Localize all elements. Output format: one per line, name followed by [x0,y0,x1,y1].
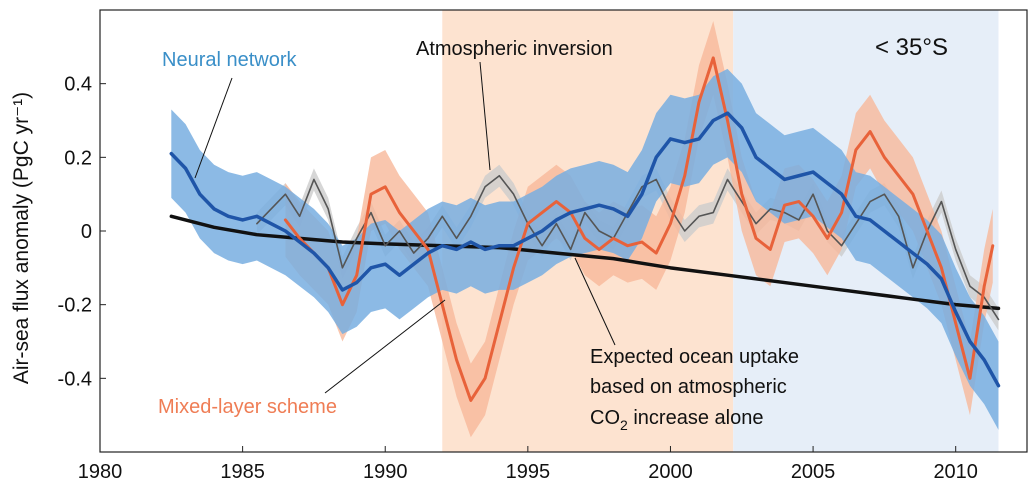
leader-neural-network [194,77,233,179]
x-tick-label: 2005 [791,461,836,483]
y-tick-label: 0.2 [64,147,92,169]
x-tick-label: 1995 [506,461,551,483]
y-tick-label: 0 [81,221,92,243]
series-line-0 [169,111,1001,388]
series-line-2 [256,174,1000,321]
leader-expected-uptake [574,257,616,346]
label-neural-network: Neural network [162,49,298,71]
series-line-3 [169,214,1001,311]
x-tick-label: 1980 [78,461,123,483]
co2-text: CO [590,407,620,429]
x-tick-label: 2000 [648,461,693,483]
annotation-leaders [194,61,616,394]
x-tick-label: 1990 [363,461,408,483]
annotations: Neural network Atmospheric inversion Mix… [158,38,799,433]
leader-atmospheric-inversion [479,61,491,171]
leader-mixed-layer [324,299,446,394]
label-atmospheric-inversion: Atmospheric inversion [416,38,613,60]
series-lines [169,56,1001,402]
label-expected-uptake-line2: based on atmospheric [590,376,787,398]
x-axis: 1980 1985 1990 1995 2000 2005 2010 [78,446,978,483]
band-0 [171,68,999,430]
label-mixed-layer-scheme: Mixed-layer scheme [158,396,337,418]
co2-subscript: 2 [620,417,628,433]
y-tick-label: -0.2 [58,295,92,317]
region-label: < 35°S [875,34,948,61]
label-expected-uptake-line3: CO2 increase alone [590,407,763,433]
co2-suffix: increase alone [628,407,764,429]
y-tick-label: 0.4 [64,74,92,96]
uncertainty-bands [171,21,999,438]
x-tick-label: 2010 [933,461,978,483]
series-line-1 [283,56,995,402]
y-axis: 0.4 0.2 0 -0.2 -0.4 [58,74,106,390]
x-tick-label: 1985 [220,461,265,483]
y-axis-label: Air-sea flux anomaly (PgC yr⁻¹) [10,92,33,384]
label-expected-uptake-line1: Expected ocean uptake [590,346,799,368]
y-tick-label: -0.4 [58,368,92,390]
